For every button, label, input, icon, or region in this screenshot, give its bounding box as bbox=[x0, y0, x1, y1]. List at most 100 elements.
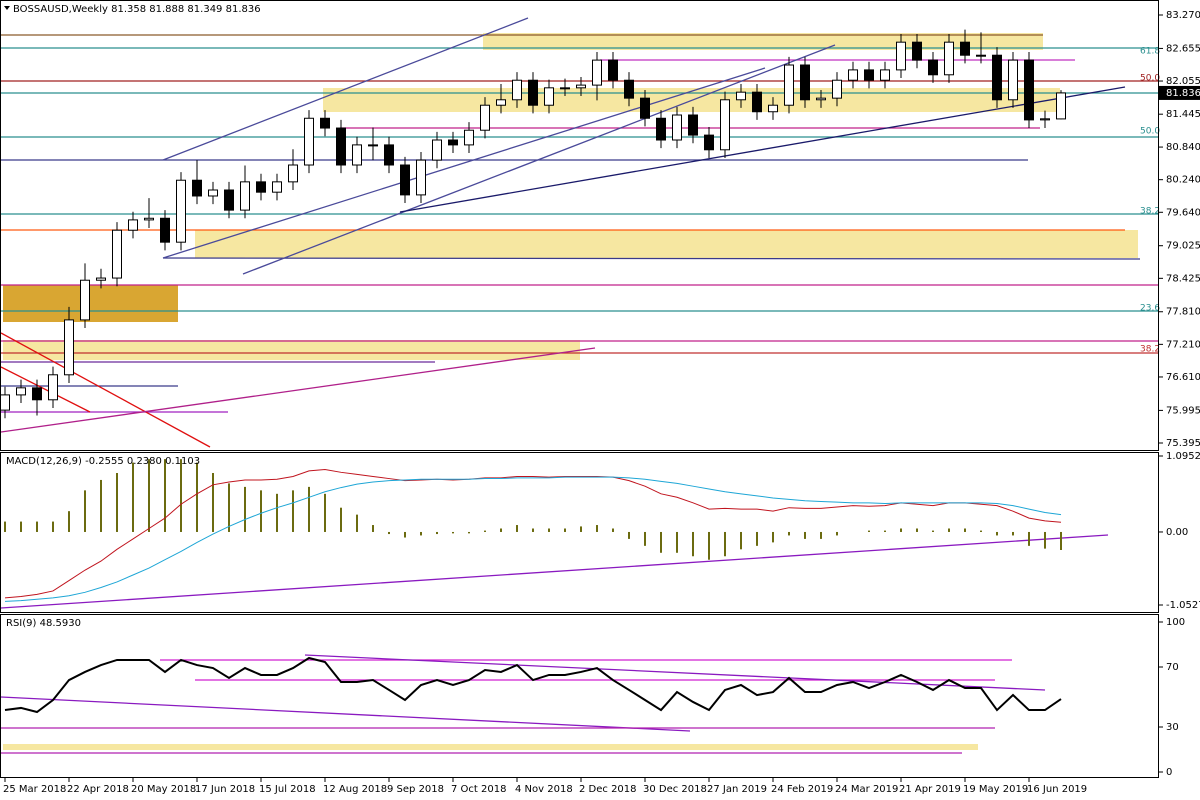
x-tick-label: 16 Jun 2019 bbox=[1027, 784, 1087, 795]
x-tick-label: 20 May 2018 bbox=[131, 784, 196, 795]
y-tick-label: 100 bbox=[1166, 617, 1185, 628]
candle-body bbox=[208, 189, 218, 197]
candle-body bbox=[832, 79, 842, 99]
candle-body bbox=[512, 79, 522, 101]
x-tick-label: 12 Aug 2018 bbox=[323, 784, 387, 795]
candle-body bbox=[48, 374, 58, 401]
x-tick-label: 4 Nov 2018 bbox=[515, 784, 573, 795]
candle-body bbox=[464, 129, 474, 146]
candle-body bbox=[896, 41, 906, 71]
candle-body bbox=[32, 387, 42, 401]
y-tick-label: 79.025 bbox=[1166, 241, 1200, 252]
candle-body bbox=[1, 394, 10, 411]
trend-line bbox=[242, 44, 836, 275]
candle-body bbox=[816, 97, 826, 101]
candle-body bbox=[800, 64, 810, 101]
y-tick-label: 30 bbox=[1166, 722, 1179, 733]
trend-line bbox=[162, 67, 766, 259]
plot-area bbox=[4, 459, 1062, 602]
candle-body bbox=[576, 84, 586, 89]
candle-body bbox=[16, 387, 26, 396]
y-tick-label: 79.640 bbox=[1166, 207, 1200, 218]
y-tick-label: 75.395 bbox=[1166, 438, 1200, 449]
candle-body bbox=[1056, 92, 1066, 120]
y-tick-label: 80.840 bbox=[1166, 142, 1200, 153]
drawing-objects bbox=[1, 17, 1158, 448]
candle-body bbox=[240, 181, 250, 211]
panel-frame bbox=[0, 614, 1159, 778]
x-tick-label: 27 Jan 2019 bbox=[707, 784, 767, 795]
x-tick-label: 2 Dec 2018 bbox=[579, 784, 637, 795]
candle-body bbox=[368, 144, 378, 147]
rsi-title: RSI(9) 48.5930 bbox=[6, 618, 81, 629]
candle-body bbox=[1024, 59, 1034, 121]
y-tick-label: 81.445 bbox=[1166, 109, 1200, 120]
candle-body bbox=[1008, 59, 1018, 101]
candle-body bbox=[768, 104, 778, 113]
candle-body bbox=[688, 114, 698, 136]
y-tick-label: 78.425 bbox=[1166, 273, 1200, 284]
candle-body bbox=[400, 164, 410, 196]
trend-line bbox=[1, 347, 596, 433]
indicator-line bbox=[4, 656, 1062, 714]
candle-body bbox=[352, 144, 362, 166]
candle-body bbox=[288, 164, 298, 183]
candle-body bbox=[720, 99, 730, 151]
trend-line bbox=[1, 696, 691, 732]
candle-body bbox=[672, 114, 682, 141]
fib-label: 23.6 bbox=[1140, 304, 1160, 314]
candle-body bbox=[320, 117, 330, 129]
plot-area bbox=[1, 29, 1066, 419]
candle-body bbox=[752, 91, 762, 113]
candle-body bbox=[80, 279, 90, 321]
candle-body bbox=[176, 179, 186, 243]
candle-body bbox=[992, 54, 1002, 101]
macd-objects bbox=[1, 534, 1109, 609]
y-tick-label: 70 bbox=[1166, 662, 1179, 673]
candle-body bbox=[784, 64, 794, 106]
candle-body bbox=[112, 229, 122, 279]
fib-label: 38.2 bbox=[1140, 207, 1160, 217]
x-tick-label: 30 Dec 2018 bbox=[643, 784, 707, 795]
plot-area bbox=[4, 656, 1062, 714]
candle-body bbox=[976, 54, 986, 57]
candle-body bbox=[336, 127, 346, 166]
price-marker bbox=[1159, 85, 1200, 100]
trend-line bbox=[1, 366, 91, 413]
candle-body bbox=[592, 59, 602, 86]
candle-body bbox=[432, 139, 442, 161]
candle-body bbox=[640, 97, 650, 119]
menu-arrow[interactable] bbox=[4, 6, 10, 10]
x-tick-label: 15 Jul 2018 bbox=[259, 784, 316, 795]
fib-label: 38.2 bbox=[1140, 345, 1160, 355]
candle-body bbox=[96, 277, 106, 281]
trend-line bbox=[399, 86, 1126, 213]
x-tick-label: 7 Oct 2018 bbox=[451, 784, 506, 795]
y-tick-label: 82.055 bbox=[1166, 76, 1200, 87]
fib-label: 50.0 bbox=[1140, 74, 1160, 84]
candle-body bbox=[224, 189, 234, 211]
candle-body bbox=[624, 79, 634, 99]
indicator-line bbox=[4, 476, 1062, 602]
trend-line bbox=[1, 332, 211, 448]
candle-body bbox=[64, 319, 74, 376]
y-tick-label: 0.00 bbox=[1166, 527, 1188, 538]
zone bbox=[3, 285, 178, 322]
candle-body bbox=[128, 219, 138, 231]
candle-body bbox=[528, 79, 538, 106]
candle-body bbox=[864, 69, 874, 81]
x-tick-label: 24 Mar 2019 bbox=[835, 784, 898, 795]
x-tick-label: 17 Jun 2018 bbox=[195, 784, 255, 795]
chart-title: BOSSAUSD,Weekly 81.358 81.888 81.349 81.… bbox=[13, 4, 261, 15]
y-tick-label: 83.270 bbox=[1166, 10, 1200, 21]
x-tick-label: 24 Feb 2019 bbox=[771, 784, 833, 795]
candle-body bbox=[272, 181, 282, 193]
candle-body bbox=[560, 87, 570, 90]
zone bbox=[195, 230, 1138, 258]
candle-body bbox=[448, 139, 458, 146]
y-tick-label: 75.995 bbox=[1166, 405, 1200, 416]
candle-body bbox=[704, 134, 714, 151]
candle-body bbox=[912, 41, 922, 61]
candle-body bbox=[848, 69, 858, 81]
